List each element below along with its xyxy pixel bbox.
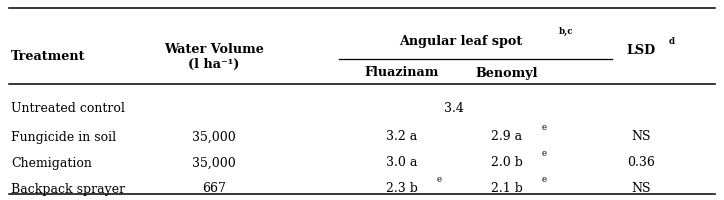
Text: NS: NS: [631, 182, 650, 196]
Text: Angular leaf spot: Angular leaf spot: [399, 34, 523, 47]
Text: 3.0 a: 3.0 a: [386, 156, 418, 170]
Text: 2.0 b: 2.0 b: [491, 156, 523, 170]
Text: 3.4: 3.4: [445, 102, 464, 116]
Text: d: d: [668, 36, 674, 46]
Text: Untreated control: Untreated control: [11, 102, 125, 116]
Text: e: e: [542, 176, 547, 184]
Text: Water Volume
(l ha⁻¹): Water Volume (l ha⁻¹): [164, 43, 264, 71]
Text: e: e: [542, 150, 547, 158]
Text: LSD: LSD: [626, 45, 655, 58]
Text: Fungicide in soil: Fungicide in soil: [11, 130, 116, 144]
Text: b,c: b,c: [558, 26, 573, 36]
Text: 35,000: 35,000: [192, 130, 235, 144]
Text: Treatment: Treatment: [11, 50, 85, 64]
Text: 667: 667: [202, 182, 225, 196]
Text: Benomyl: Benomyl: [476, 66, 538, 79]
Text: Chemigation: Chemigation: [11, 156, 92, 170]
Text: 2.9 a: 2.9 a: [492, 130, 522, 144]
Text: NS: NS: [631, 130, 650, 144]
Text: 3.2 a: 3.2 a: [386, 130, 418, 144]
Text: 2.1 b: 2.1 b: [491, 182, 523, 196]
Text: 2.3 b: 2.3 b: [386, 182, 418, 196]
Text: Backpack sprayer: Backpack sprayer: [11, 182, 125, 196]
Text: e: e: [437, 176, 442, 184]
Text: Fluazinam: Fluazinam: [365, 66, 439, 79]
Text: e: e: [542, 123, 547, 132]
Text: 35,000: 35,000: [192, 156, 235, 170]
Text: 0.36: 0.36: [627, 156, 654, 170]
